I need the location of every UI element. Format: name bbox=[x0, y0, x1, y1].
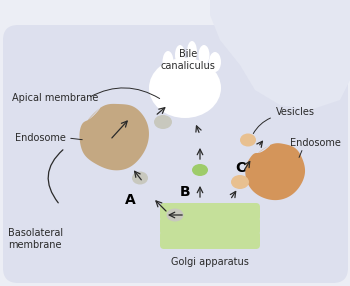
Text: Apical membrane: Apical membrane bbox=[12, 93, 98, 103]
Ellipse shape bbox=[231, 175, 249, 189]
Ellipse shape bbox=[167, 208, 183, 221]
Text: Vesicles: Vesicles bbox=[275, 107, 315, 117]
Ellipse shape bbox=[209, 52, 221, 72]
Text: Endosome: Endosome bbox=[15, 133, 66, 143]
Ellipse shape bbox=[187, 41, 197, 63]
Text: Golgi apparatus: Golgi apparatus bbox=[171, 257, 249, 267]
Text: B: B bbox=[180, 185, 190, 199]
FancyBboxPatch shape bbox=[160, 203, 260, 221]
FancyArrowPatch shape bbox=[71, 138, 82, 140]
Ellipse shape bbox=[198, 45, 210, 65]
Text: Bile
canaliculus: Bile canaliculus bbox=[161, 49, 216, 71]
Ellipse shape bbox=[240, 134, 256, 146]
FancyArrowPatch shape bbox=[299, 150, 302, 157]
Polygon shape bbox=[245, 143, 305, 200]
FancyArrowPatch shape bbox=[48, 150, 63, 203]
FancyBboxPatch shape bbox=[3, 25, 348, 283]
Ellipse shape bbox=[175, 45, 185, 65]
Ellipse shape bbox=[132, 172, 148, 184]
Ellipse shape bbox=[149, 58, 221, 118]
Text: Endosome: Endosome bbox=[289, 138, 341, 148]
Ellipse shape bbox=[154, 115, 172, 129]
Ellipse shape bbox=[192, 164, 208, 176]
Text: Basolateral
membrane: Basolateral membrane bbox=[8, 228, 63, 251]
FancyArrowPatch shape bbox=[90, 88, 160, 99]
FancyArrowPatch shape bbox=[253, 118, 271, 134]
Text: A: A bbox=[125, 193, 135, 207]
Polygon shape bbox=[210, 0, 350, 110]
FancyBboxPatch shape bbox=[160, 231, 260, 249]
FancyBboxPatch shape bbox=[160, 217, 260, 235]
Text: C: C bbox=[235, 161, 245, 175]
Polygon shape bbox=[79, 104, 149, 170]
Ellipse shape bbox=[162, 51, 174, 73]
